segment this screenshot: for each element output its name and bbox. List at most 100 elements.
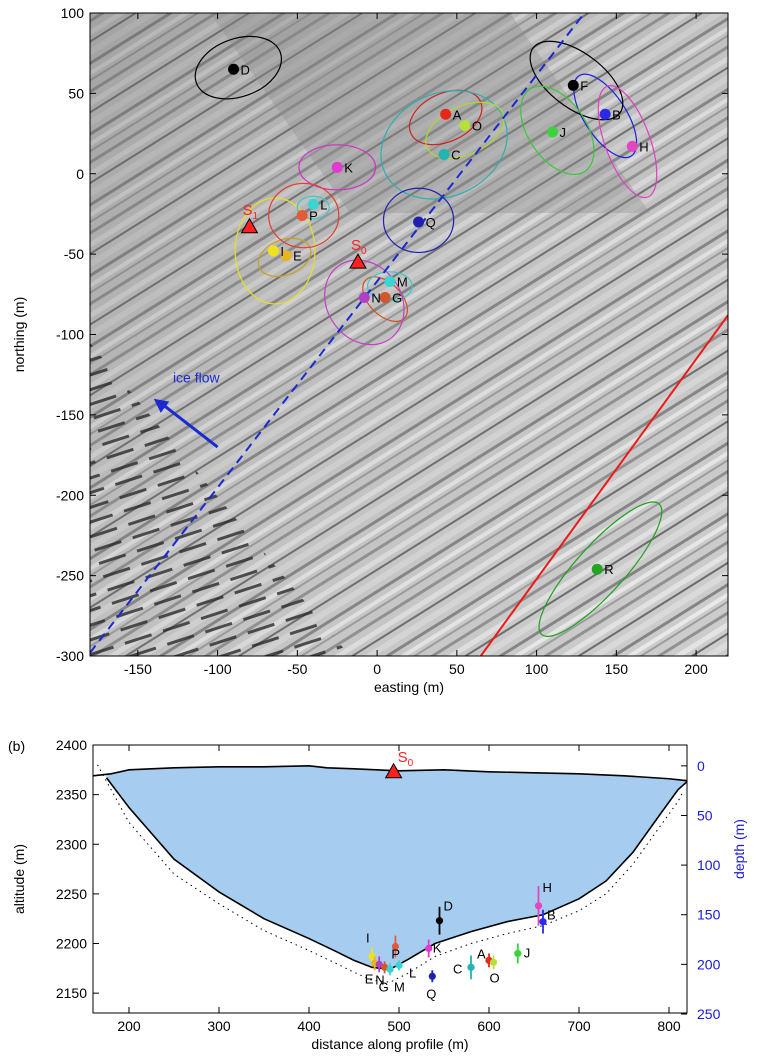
y-tick-label: 100 <box>61 5 85 21</box>
source-point <box>425 944 433 953</box>
x-tick-label: -100 <box>204 661 232 677</box>
x-tick-label: 800 <box>657 1018 681 1034</box>
source-label: K <box>344 160 353 175</box>
y-right-tick-label: 50 <box>697 807 713 823</box>
source-point <box>626 140 638 152</box>
source-label: E <box>293 249 302 264</box>
source-point <box>438 148 450 160</box>
source-label: A <box>453 107 462 122</box>
source-point <box>381 963 389 971</box>
source-label: M <box>397 274 408 289</box>
x-tick-label: -150 <box>124 661 152 677</box>
source-label: N <box>375 972 384 987</box>
source-label: L <box>320 197 327 212</box>
y-right-tick-label: 250 <box>697 1006 721 1022</box>
source-label: D <box>241 62 250 77</box>
y-tick-label: 2200 <box>56 936 87 952</box>
y-axis-label: altitude (m) <box>11 844 27 914</box>
y-tick-label: 2300 <box>56 836 87 852</box>
source-label: I <box>280 244 284 259</box>
ice-flow-arrow-head <box>153 398 170 413</box>
seismic-station-marker <box>240 217 259 234</box>
source-label: L <box>409 965 416 980</box>
uncertainty-ellipse <box>362 276 408 323</box>
source-point <box>395 961 403 969</box>
uncertainty-ellipse <box>257 237 312 277</box>
y-tick-label: -250 <box>56 568 84 584</box>
uncertainty-ellipse <box>597 85 658 199</box>
source-point <box>280 250 292 262</box>
source-point <box>534 902 543 910</box>
source-point <box>547 126 559 138</box>
ice-body <box>106 765 687 970</box>
seismic-station-marker <box>384 762 403 779</box>
y-tick-label: 2400 <box>56 737 87 753</box>
source-label: M <box>394 979 405 994</box>
source-label: B <box>612 107 621 122</box>
source-point <box>267 245 279 257</box>
y-axis-label: northing (m) <box>11 297 27 372</box>
x-tick-label: 600 <box>477 1018 501 1034</box>
ice-flow-label: ice flow <box>173 370 221 386</box>
source-label: O <box>490 970 500 985</box>
y-right-tick-label: 200 <box>697 956 721 972</box>
seismic-station-marker <box>349 253 367 269</box>
y-tick-label: 50 <box>68 85 84 101</box>
uncertainty-ellipse <box>425 101 505 159</box>
y-tick-label: -200 <box>56 487 84 503</box>
source-point <box>428 972 436 980</box>
source-label: G <box>392 291 402 306</box>
dark-band-north <box>210 13 650 213</box>
source-label: H <box>543 880 552 895</box>
x-tick-label: -50 <box>287 661 307 677</box>
uncertainty-ellipse <box>520 85 595 176</box>
source-point <box>386 965 394 973</box>
y-tick-label: 2350 <box>56 787 87 803</box>
source-label: D <box>444 899 453 914</box>
uncertainty-ellipse <box>408 89 483 146</box>
source-label: J <box>560 125 567 140</box>
x-tick-label: 700 <box>567 1018 591 1034</box>
source-point <box>296 210 308 222</box>
source-point <box>599 108 611 120</box>
source-label: O <box>472 119 482 134</box>
source-label: P <box>391 946 400 961</box>
source-label: C <box>453 961 462 976</box>
y-right-tick-label: 100 <box>697 857 721 873</box>
bedrock-uncertainty-line <box>97 764 683 983</box>
source-label: F <box>580 78 588 93</box>
source-label: R <box>604 562 613 577</box>
source-label: H <box>639 139 648 154</box>
ice-surface-line <box>93 765 687 782</box>
x-axis-label: easting (m) <box>374 679 444 695</box>
source-point <box>379 292 391 304</box>
source-point <box>375 960 383 968</box>
source-label: E <box>365 971 374 986</box>
uncertainty-ellipse <box>298 144 377 191</box>
source-point <box>228 63 240 75</box>
uncertainty-ellipse <box>194 35 283 100</box>
uncertainty-ellipse <box>538 501 663 637</box>
source-point <box>440 108 452 120</box>
source-point <box>467 963 475 971</box>
source-point <box>591 563 603 575</box>
bedrock-line <box>105 777 687 971</box>
source-label: B <box>547 908 556 923</box>
x-tick-label: 100 <box>525 661 549 677</box>
source-point <box>435 917 444 925</box>
x-tick-label: 500 <box>387 1018 411 1034</box>
x-tick-label: 300 <box>207 1018 231 1034</box>
station-label: S0 <box>398 749 414 769</box>
y-tick-label: 2250 <box>56 886 87 902</box>
x-tick-label: 0 <box>373 661 381 677</box>
source-label: P <box>309 209 318 224</box>
red-line <box>479 314 728 656</box>
source-point <box>567 79 579 91</box>
x-tick-label: 200 <box>117 1018 141 1034</box>
y-tick-label: -300 <box>56 648 84 664</box>
source-point <box>489 958 498 966</box>
x-axis-label: distance along profile (m) <box>311 1036 468 1052</box>
